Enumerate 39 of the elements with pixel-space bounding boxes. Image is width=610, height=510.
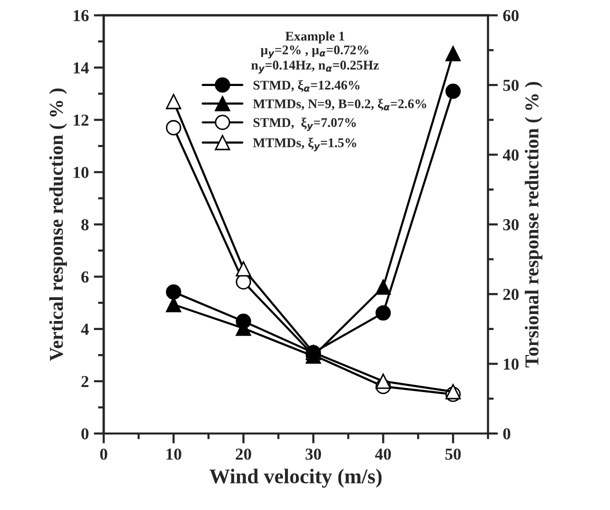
y2-tick-label: 40 [502,149,519,161]
y-tick-label: 14 [74,62,89,74]
y-tick-label: 8 [81,219,89,230]
point [376,279,391,295]
y-tick-label: 16 [74,10,89,22]
y-tick-label: 6 [81,271,89,283]
legend-label: STMD, ξ$_{α}$=12.46% [254,80,360,92]
y2-tick-label: 30 [503,219,519,230]
x-tick-label: 0 [100,448,108,460]
y2-tick-label: 10 [504,358,519,370]
y-tick-label: 0 [81,428,88,440]
point [166,120,182,136]
point [376,374,391,389]
point [236,261,252,276]
x-tick-label: 30 [306,448,322,460]
y2-tick-label: 0 [503,428,510,440]
point [166,284,182,300]
x-tick-label: 40 [375,448,391,460]
text: Example 1 μ$_{y}$=2% , μ$_{α}$=0.72% n$_{y}$=0.14Hz, n$_{α}$=0.25Hz [251,31,379,74]
point [166,94,182,110]
y-tick-label: 2 [81,376,88,388]
y-tick-label: 12 [74,114,88,126]
x-tick-label: 20 [236,448,252,460]
x-tick-label: 10 [166,448,182,460]
legend-label: STMD, ξ$_{y}$=7.07% [254,118,356,132]
legend-label: MTMDs, ξ$_{y}$=1.5% [253,138,356,152]
x-tick-label: 50 [445,448,461,460]
x-axis-title: Wind velocity (m/s) [210,468,382,488]
legend-label: MTMDs, N=9, B=0.2, ξ$_{α}$=2.6% [253,98,426,111]
y-tick-label: 4 [81,324,89,335]
y-tick-label: 10 [74,166,88,178]
point [445,84,461,99]
point [445,46,461,62]
point [376,305,391,321]
y2-tick-label: 60 [503,10,519,22]
y2-axis-title: Torsional response reduction ( % ) [524,82,542,368]
y2-tick-label: 20 [503,288,519,300]
y2-tick-label: 50 [503,80,519,91]
y-axis-title: Vertical response reduction ( % ) [49,88,67,361]
